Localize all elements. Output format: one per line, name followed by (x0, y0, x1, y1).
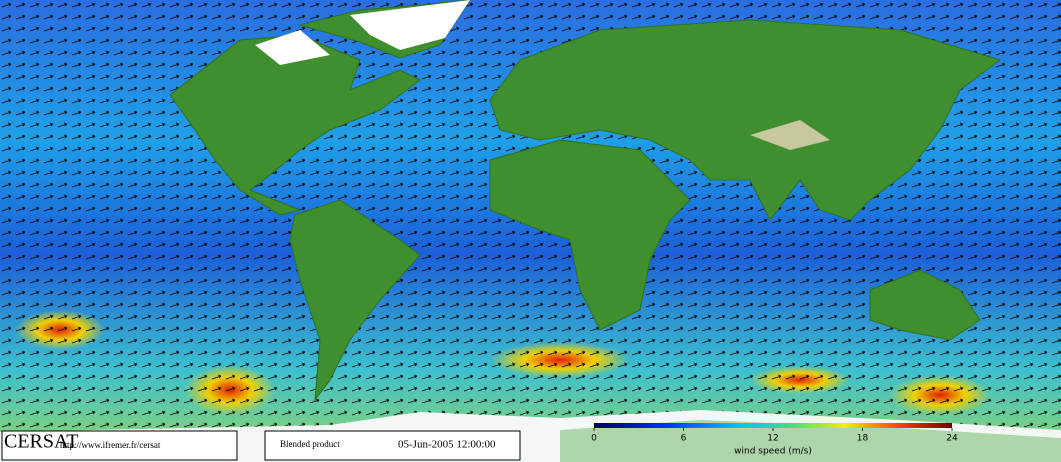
product: Blended product (280, 439, 340, 449)
info-box (264, 430, 521, 461)
antarctica-relief (560, 420, 1061, 462)
colorbar-tick-label: 12 (767, 434, 778, 444)
colorbar-label: wind speed (m/s) (734, 447, 812, 457)
colorbar-tick-label: 24 (946, 434, 958, 444)
logo-box (1, 430, 238, 461)
timestamp: 05-Jun-2005 12:00:00 (398, 439, 496, 451)
plateau (750, 120, 830, 150)
colorbar-tick-label: 18 (857, 434, 869, 444)
url: http://www.ifremer.fr/cersat (60, 440, 161, 450)
colorbar-tick-label: 6 (681, 434, 687, 444)
colorbar-tick-label: 0 (591, 434, 597, 444)
logo: CERSAT (4, 431, 78, 453)
colorbar (594, 423, 952, 428)
ice (255, 0, 470, 65)
